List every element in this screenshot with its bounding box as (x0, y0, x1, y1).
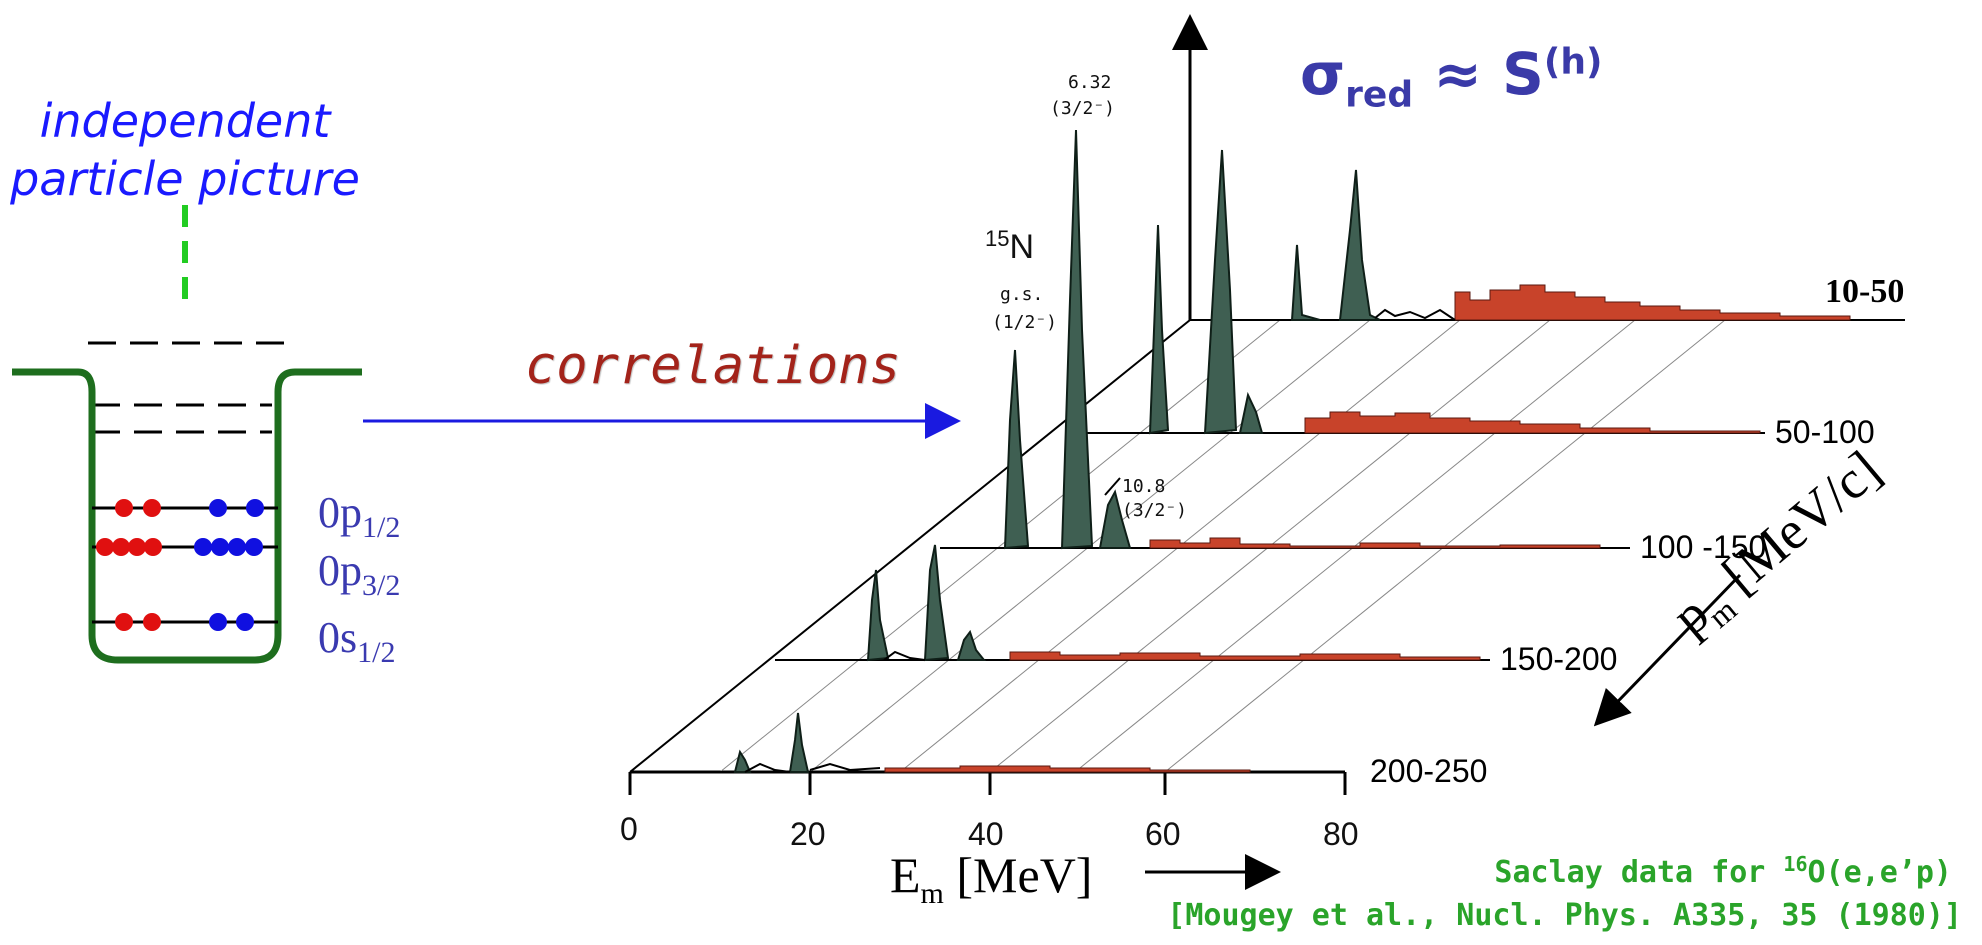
neutrons (194, 499, 264, 631)
peak-6-32-energy: 6.32 (1068, 72, 1111, 93)
pm-bin-10-50: 10-50 (1825, 273, 1904, 310)
pm-bin-100-150: 100 -150 (1640, 529, 1766, 565)
peak-6-32-jpi: (3/2⁻) (1050, 98, 1115, 119)
spectrum-plot: 0 20 40 60 80 10-50 50-100 100 -150 150-… (620, 14, 1905, 852)
slice-10-50 (1190, 169, 1905, 321)
bound-levels (92, 506, 278, 624)
unbound-levels (88, 341, 285, 434)
well-outline (12, 368, 362, 664)
pm-axis-arrow (1593, 573, 1742, 727)
depth-axis (629, 319, 1191, 773)
x-tick-60: 60 (1145, 816, 1181, 852)
nucleus-label: 15N (985, 226, 1034, 266)
protons (96, 499, 162, 631)
pm-bin-150-200: 150-200 (1500, 641, 1617, 677)
correlations-label: correlations (525, 336, 901, 396)
pm-bin-200-250: 200-250 (1370, 753, 1487, 789)
title-line-1: independent (39, 94, 331, 148)
level-label-0s12: 0s1/2 (318, 613, 396, 669)
x-tick-40: 40 (968, 816, 1004, 852)
credit-line-1: Saclay data for 16O(e,e’p) (1494, 852, 1952, 890)
em-axis-label: Em [MeV] (890, 847, 1093, 910)
credit-line-2: [Mougey et al., Nucl. Phys. A335, 35 (19… (1167, 898, 1962, 933)
gs-jpi: (1/2⁻) (992, 312, 1057, 333)
pm-bin-50-100: 50-100 (1775, 414, 1875, 450)
sigma-red-formula: σred ≈ S(h) (1300, 40, 1603, 116)
x-tick-20: 20 (790, 816, 826, 852)
peak-10-8-energy: 10.8 (1122, 476, 1165, 497)
potential-well (12, 205, 362, 664)
x-tick-80: 80 (1323, 816, 1359, 852)
title-line-2: particle picture (10, 152, 360, 206)
x-tick-0: 0 (620, 811, 638, 847)
peak-10-8-jpi: (3/2⁻) (1122, 500, 1187, 521)
slice-200-250 (630, 712, 1345, 773)
gs-label: g.s. (1000, 284, 1043, 305)
slice-50-100 (1080, 149, 1765, 435)
level-label-0p32: 0p3/2 (318, 546, 401, 602)
slice-150-200 (775, 544, 1490, 662)
slice-100-150 (940, 129, 1630, 550)
independent-particle-title: independent particle picture (0, 92, 370, 208)
level-label-0p12: 0p1/2 (318, 488, 401, 544)
